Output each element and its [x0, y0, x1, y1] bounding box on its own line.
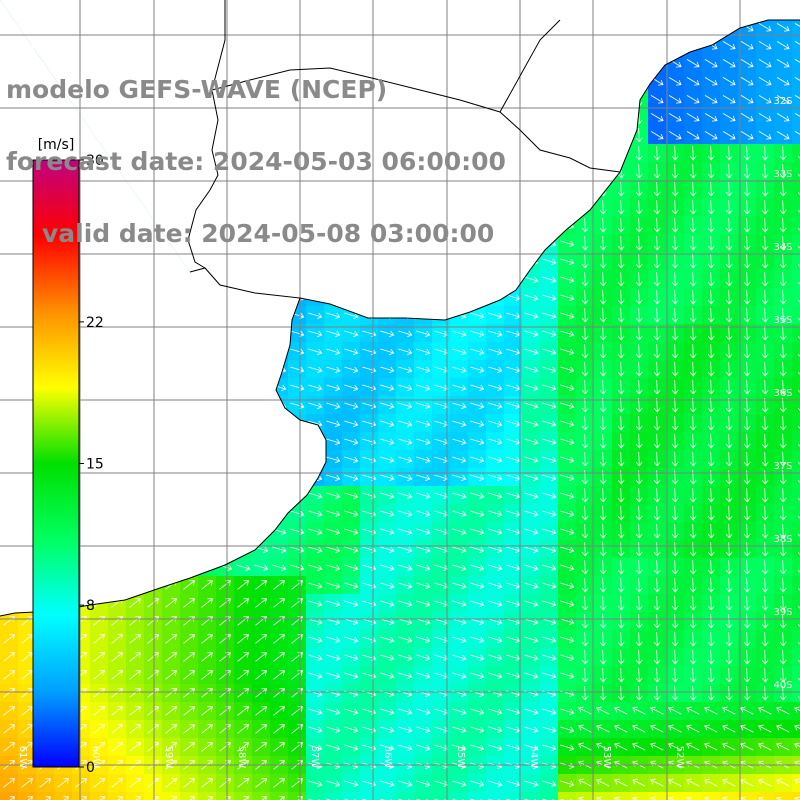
latitude-label: 36S [773, 388, 792, 399]
forecast-date: forecast date: 2024-05-03 06:00:00 [6, 147, 506, 176]
longitude-labels: 61W 60W 59W 58W 57W 56W 55W 54W 53W 52W [17, 746, 685, 769]
colorbar-scale [32, 159, 80, 768]
longitude-label: 56W [382, 746, 393, 769]
map-title: modelo GEFS-WAVE (NCEP) forecast date: 2… [6, 30, 506, 270]
latitude-label: 35S [773, 315, 792, 326]
latitude-label: 40S [773, 680, 792, 691]
longitude-label: 57W [309, 746, 320, 769]
latitude-label: 39S [773, 607, 792, 618]
land-left [0, 0, 326, 616]
latitude-label: 34S [773, 242, 792, 253]
colorbar-ticks: 30 22 15 8 0 [79, 153, 104, 776]
colorbar-tick-label: 30 [86, 153, 104, 169]
longitude-label: 58W [236, 746, 247, 769]
country-border [187, 0, 621, 269]
longitude-label: 60W [90, 746, 101, 769]
coastline [0, 19, 800, 617]
colorbar-tick-label: 8 [86, 598, 95, 614]
longitude-label: 53W [601, 746, 612, 769]
longitude-label: 52W [674, 746, 685, 769]
longitude-label: 59W [163, 746, 174, 769]
colorbar-tick-label: 0 [86, 760, 95, 776]
longitude-label: 55W [455, 746, 466, 769]
latitude-labels: 32S 33S 34S 35S 36S 37S 38S 39S 40S [773, 96, 792, 691]
model-title: modelo GEFS-WAVE (NCEP) [6, 75, 388, 104]
land-upper [0, 0, 800, 320]
colorbar-unit: [m/s] [38, 137, 75, 153]
latitude-label: 38S [773, 534, 792, 545]
latitude-label: 33S [773, 169, 792, 180]
land-mask [0, 0, 800, 616]
longitude-label: 54W [528, 746, 539, 769]
colorbar-tick-label: 15 [86, 457, 104, 473]
longitude-label: 61W [17, 746, 28, 769]
valid-date: valid date: 2024-05-08 03:00:00 [42, 219, 495, 248]
latitude-label: 37S [773, 461, 792, 472]
colorbar-tick-label: 22 [86, 315, 104, 331]
latitude-label: 32S [773, 96, 792, 107]
colorbar: [m/s] 30 22 15 8 0 [32, 137, 104, 776]
